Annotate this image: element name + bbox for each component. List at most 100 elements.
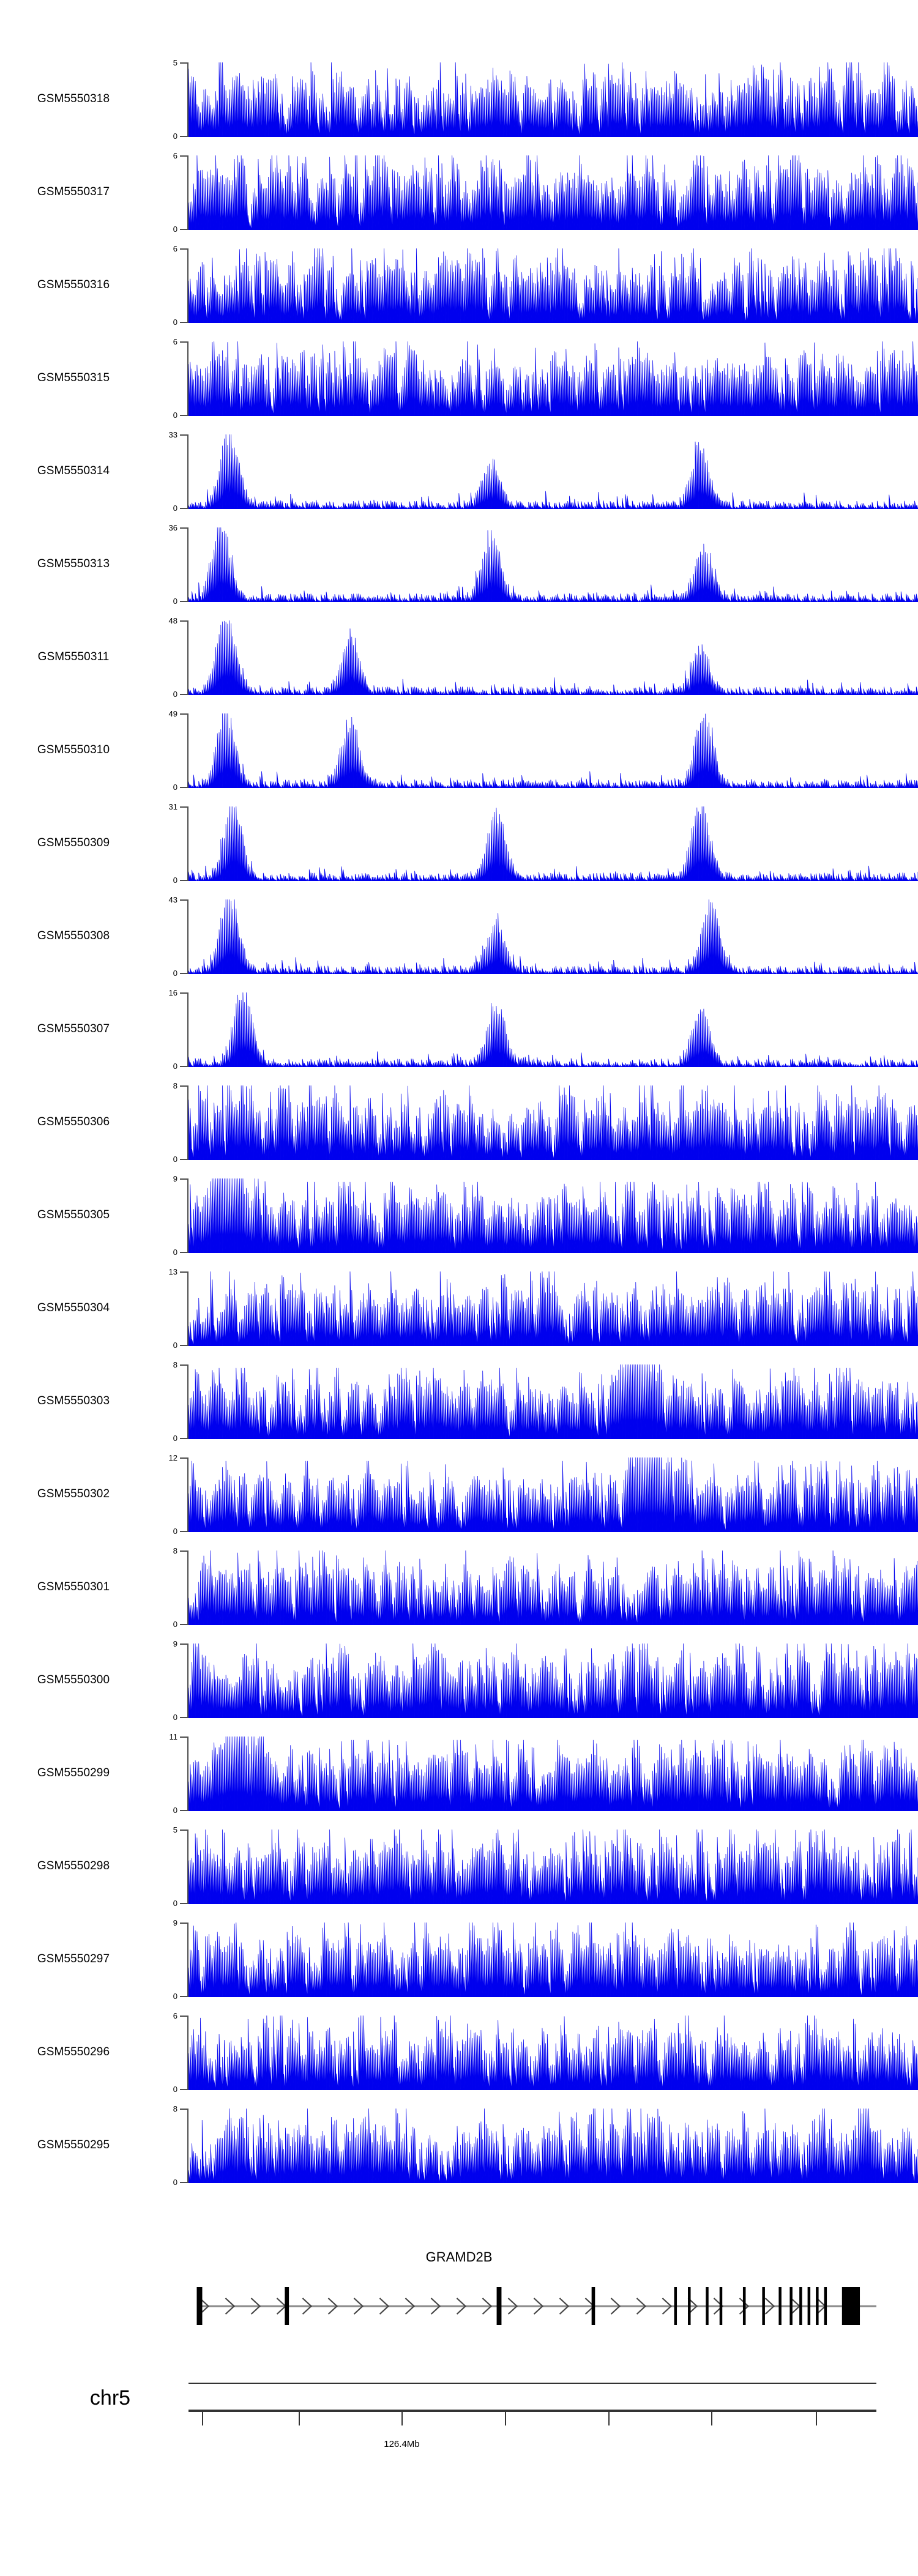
y-axis-tick-bottom bbox=[180, 229, 188, 230]
coverage-track: GSM5550313 36 0 bbox=[0, 518, 918, 611]
track-label-cell: GSM5550318 bbox=[0, 53, 147, 146]
sample-label: GSM5550304 bbox=[37, 1301, 110, 1314]
track-label-cell: GSM5550303 bbox=[0, 1355, 147, 1448]
track-y-axis: 16 0 bbox=[147, 983, 188, 1076]
sample-label: GSM5550317 bbox=[37, 185, 110, 198]
strand-arrow-icon bbox=[430, 2298, 441, 2315]
track-plot-area bbox=[188, 1913, 918, 2006]
y-axis-max: 5 bbox=[173, 58, 177, 67]
coverage-histogram bbox=[188, 434, 918, 509]
sample-label: GSM5550296 bbox=[37, 2046, 110, 2058]
exon-block bbox=[719, 2287, 723, 2325]
axis-tick bbox=[202, 2411, 204, 2425]
y-axis-tick-top bbox=[180, 2109, 188, 2110]
strand-arrow-icon bbox=[302, 2298, 313, 2315]
track-label-cell: GSM5550302 bbox=[0, 1448, 147, 1541]
exon-block bbox=[742, 2287, 746, 2325]
strand-arrow-icon bbox=[250, 2298, 261, 2315]
track-label-cell: GSM5550306 bbox=[0, 1076, 147, 1169]
coverage-histogram bbox=[188, 1364, 918, 1439]
y-axis-tick-bottom bbox=[180, 973, 188, 974]
strand-arrow-icon bbox=[533, 2298, 544, 2315]
coverage-track-list: GSM5550318 5 0 GSM5550317 6 0 GSM5550316 6 0 GSM5… bbox=[0, 53, 918, 2192]
coverage-track: GSM5550310 49 0 bbox=[0, 704, 918, 797]
track-label-cell: GSM5550296 bbox=[0, 2006, 147, 2099]
coverage-histogram bbox=[188, 1550, 918, 1625]
coverage-histogram bbox=[188, 62, 918, 137]
strand-arrow-icon bbox=[636, 2298, 647, 2315]
y-axis-tick-top bbox=[180, 1178, 188, 1180]
track-y-axis: 43 0 bbox=[147, 890, 188, 983]
sample-label: GSM5550318 bbox=[37, 92, 110, 105]
y-axis-tick-top bbox=[180, 1271, 188, 1273]
coverage-histogram bbox=[188, 341, 918, 416]
strand-arrow-icon bbox=[327, 2298, 338, 2315]
coverage-track: GSM5550300 9 0 bbox=[0, 1634, 918, 1727]
track-plot-area bbox=[188, 518, 918, 611]
coverage-histogram bbox=[188, 620, 918, 695]
sample-label: GSM5550302 bbox=[37, 1487, 110, 1500]
track-y-axis: 11 0 bbox=[147, 1727, 188, 1820]
y-axis-tick-top bbox=[180, 527, 188, 529]
y-axis-max: 6 bbox=[173, 2011, 177, 2020]
exon-block bbox=[706, 2287, 709, 2325]
sample-label: GSM5550314 bbox=[37, 464, 110, 477]
y-axis-tick-top bbox=[180, 1644, 188, 1645]
gene-name-label: GRAMD2B bbox=[425, 2249, 493, 2265]
y-axis-line bbox=[187, 1271, 188, 1346]
coverage-track: GSM5550302 12 0 bbox=[0, 1448, 918, 1541]
track-label-cell: GSM5550308 bbox=[0, 890, 147, 983]
y-axis-max: 36 bbox=[168, 523, 177, 532]
y-axis-tick-bottom bbox=[180, 1066, 188, 1067]
coverage-track: GSM5550301 8 0 bbox=[0, 1541, 918, 1634]
coverage-track: GSM5550306 8 0 bbox=[0, 1076, 918, 1169]
y-axis-max: 8 bbox=[173, 1360, 177, 1369]
y-axis-line bbox=[187, 341, 188, 416]
y-axis-min: 0 bbox=[173, 783, 177, 792]
coverage-track: GSM5550295 8 0 bbox=[0, 2099, 918, 2192]
exon-block bbox=[824, 2287, 827, 2325]
chromosome-row: chr5 bbox=[0, 2372, 918, 2445]
track-plot-area bbox=[188, 1634, 918, 1727]
y-axis-max: 33 bbox=[168, 430, 177, 439]
y-axis-line bbox=[187, 992, 188, 1067]
y-axis-tick-bottom bbox=[180, 1810, 188, 1811]
track-plot-area bbox=[188, 1727, 918, 1820]
track-plot-area bbox=[188, 1820, 918, 1913]
y-axis-tick-bottom bbox=[180, 136, 188, 137]
axis-tick bbox=[298, 2411, 300, 2425]
strand-arrow-icon bbox=[687, 2298, 698, 2315]
y-axis-min: 0 bbox=[173, 2178, 177, 2187]
y-axis-line bbox=[187, 1457, 188, 1532]
track-y-axis: 36 0 bbox=[147, 518, 188, 611]
y-axis-max: 6 bbox=[173, 337, 177, 346]
y-axis-min: 0 bbox=[173, 597, 177, 606]
y-axis-min: 0 bbox=[173, 225, 177, 234]
y-axis-tick-bottom bbox=[180, 1996, 188, 1997]
y-axis-line bbox=[187, 1830, 188, 1904]
y-axis-tick-bottom bbox=[180, 1438, 188, 1439]
strand-arrow-icon bbox=[353, 2298, 364, 2315]
y-axis-tick-top bbox=[180, 2016, 188, 2017]
strand-arrow-icon bbox=[225, 2298, 236, 2315]
coverage-histogram bbox=[188, 248, 918, 323]
track-plot-area bbox=[188, 983, 918, 1076]
y-axis-max: 31 bbox=[168, 802, 177, 811]
sample-label: GSM5550315 bbox=[37, 371, 110, 384]
strand-arrow-icon bbox=[559, 2298, 570, 2315]
exon-block bbox=[285, 2287, 289, 2325]
y-axis-min: 0 bbox=[173, 1341, 177, 1350]
track-y-axis: 48 0 bbox=[147, 611, 188, 704]
y-axis-max: 8 bbox=[173, 1081, 177, 1090]
track-plot-area bbox=[188, 332, 918, 425]
track-plot-area bbox=[188, 1262, 918, 1355]
track-plot-area bbox=[188, 146, 918, 239]
y-axis-tick-top bbox=[180, 1550, 188, 1552]
coverage-track: GSM5550315 6 0 bbox=[0, 332, 918, 425]
coverage-track: GSM5550307 16 0 bbox=[0, 983, 918, 1076]
